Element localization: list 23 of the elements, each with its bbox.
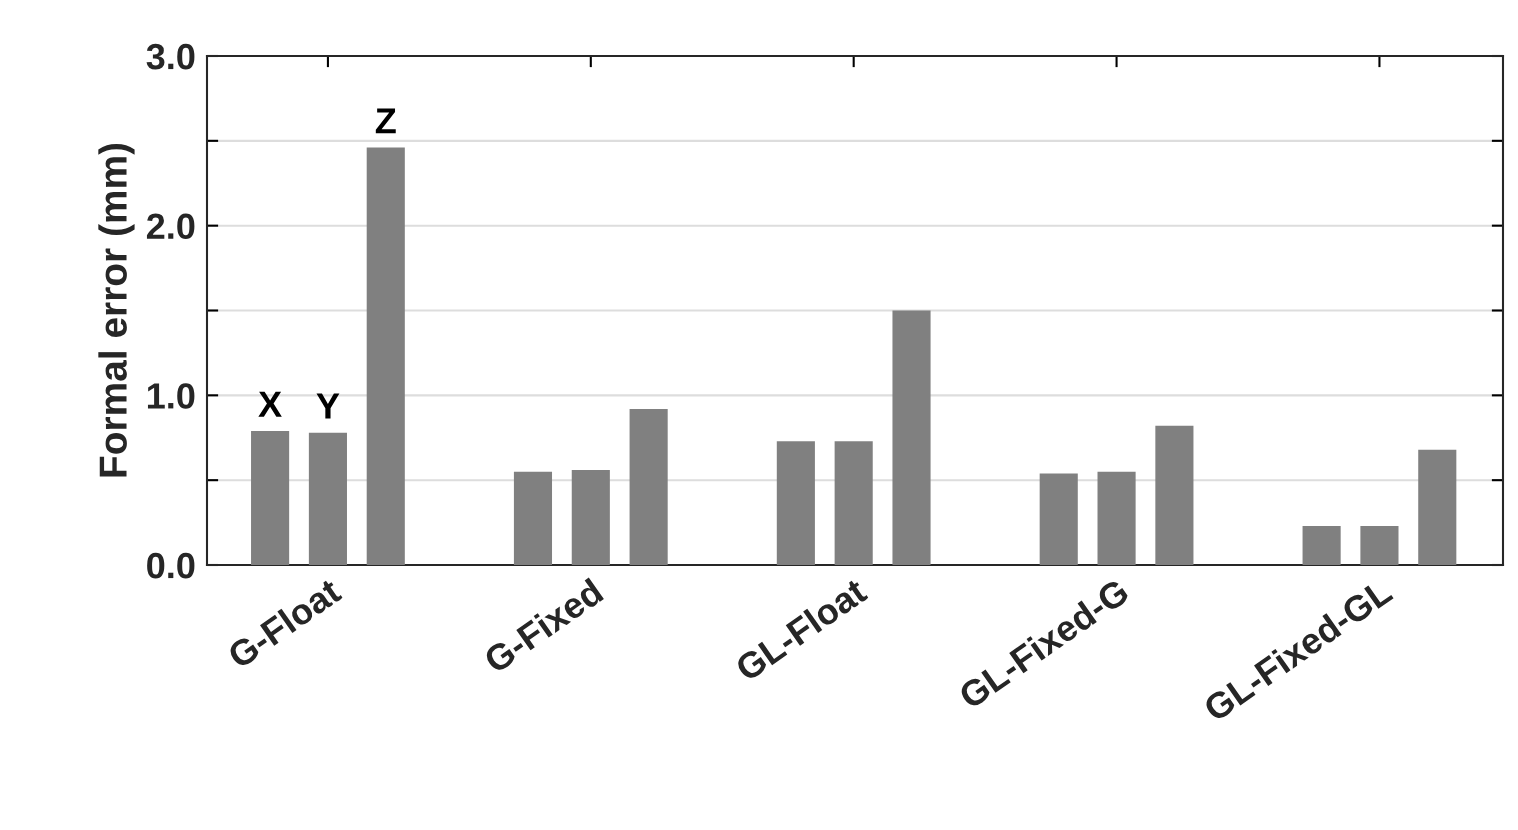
y-tick-label: 3.0 [146, 43, 195, 70]
y-tick-label: 1.0 [147, 383, 195, 409]
bar [1039, 473, 1078, 565]
bar [892, 310, 931, 565]
bar [366, 147, 405, 565]
y-axis-title: Formal error (mm) [98, 143, 135, 477]
bar [513, 471, 553, 565]
bar [629, 408, 668, 565]
bar [1302, 525, 1341, 565]
bar [251, 430, 290, 565]
bar [776, 441, 815, 565]
bar [308, 432, 347, 565]
bar [1097, 471, 1136, 565]
series-label: X [258, 391, 282, 417]
bar [1418, 449, 1457, 565]
bar [1360, 525, 1399, 565]
y-tick-label: 2.0 [146, 213, 195, 240]
bar [834, 441, 873, 565]
bar [571, 469, 610, 565]
y-tick-label: 0.0 [147, 552, 195, 579]
series-label: Z [375, 108, 396, 134]
series-label: Y [316, 393, 340, 419]
bar [1155, 425, 1194, 565]
